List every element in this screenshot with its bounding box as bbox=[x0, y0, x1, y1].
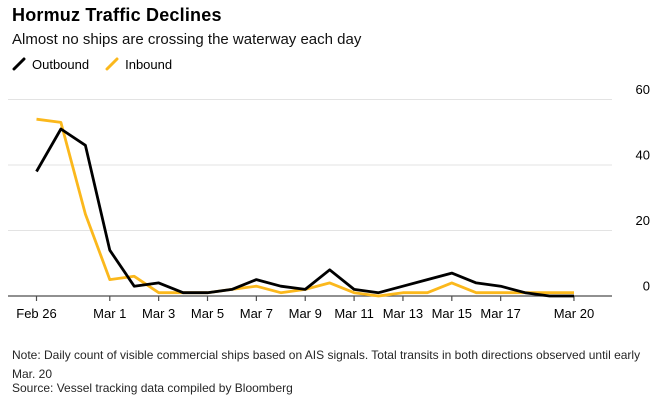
outbound-line-marker-icon bbox=[12, 57, 26, 71]
legend: Outbound Inbound bbox=[12, 57, 172, 72]
inbound-line-marker-icon bbox=[105, 57, 119, 71]
x-tick-label: Mar 5 bbox=[191, 306, 224, 321]
source-text: Source: Vessel tracking data compiled by… bbox=[12, 381, 293, 395]
legend-item-outbound: Outbound bbox=[12, 57, 89, 72]
chart-title: Hormuz Traffic Declines bbox=[12, 5, 222, 25]
legend-label-outbound: Outbound bbox=[32, 57, 90, 72]
legend-label-inbound: Inbound bbox=[125, 57, 173, 72]
line-chart: 0 20 40 60 Feb 26 Mar 1 Mar 3 Mar 5 Mar 7 Mar 9 Ma… bbox=[8, 82, 650, 321]
x-tick-label: Mar 1 bbox=[93, 306, 126, 321]
y-tick-label: 20 bbox=[636, 213, 650, 228]
legend-item-inbound: Inbound bbox=[105, 57, 172, 72]
x-tick-label: Mar 11 bbox=[334, 306, 374, 321]
series-line-inbound bbox=[36, 117, 574, 298]
x-tick-label: Mar 15 bbox=[432, 306, 472, 321]
x-tick-label: Mar 20 bbox=[554, 306, 594, 321]
series-line-outbound bbox=[35, 127, 574, 298]
x-tick-label: Feb 26 bbox=[16, 306, 56, 321]
y-tick-label: 0 bbox=[643, 279, 650, 294]
x-tick-label: Mar 9 bbox=[289, 306, 322, 321]
y-tick-label: 40 bbox=[636, 148, 650, 163]
chart-subtitle: Almost no ships are crossing the waterwa… bbox=[12, 31, 362, 48]
y-tick-label: 60 bbox=[636, 82, 650, 97]
x-tick-label: Mar 7 bbox=[240, 306, 273, 321]
x-tick-label: Mar 13 bbox=[383, 306, 423, 321]
note-text: Note: Daily count of visible commercial … bbox=[12, 348, 641, 381]
x-tick-label: Mar 3 bbox=[142, 306, 175, 321]
x-tick-label: Mar 17 bbox=[480, 306, 520, 321]
